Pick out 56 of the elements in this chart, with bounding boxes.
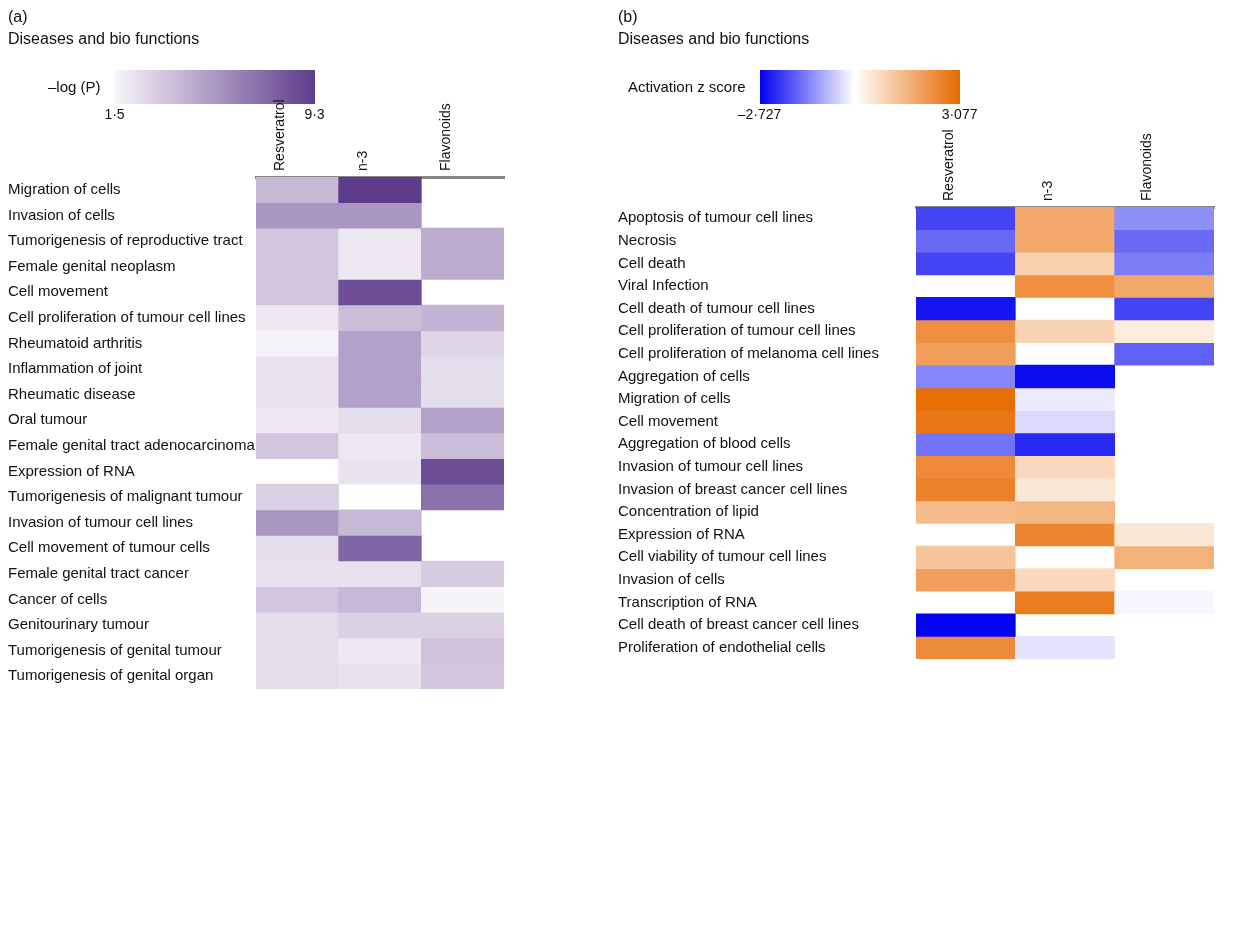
y-tick-label: Migration of cells bbox=[8, 179, 121, 197]
y-tick-label: Tumorigenesis of reproductive tract bbox=[8, 231, 244, 249]
y-tick-label: Migration of cells bbox=[618, 389, 731, 407]
x-tick-label: Flavonoids bbox=[1138, 133, 1155, 201]
x-tick-label: n-3 bbox=[1039, 180, 1056, 201]
text: Diseases and bio functions bbox=[618, 30, 811, 48]
y-tick-label: Necrosis bbox=[618, 231, 677, 249]
color-bar-title: Activation z score bbox=[628, 78, 746, 95]
y-tick-label: Cell death bbox=[618, 253, 686, 271]
x-tick-label: Flavonoids bbox=[436, 103, 453, 171]
y-tick-label: Cell proliferation of tumour cell lines bbox=[618, 321, 856, 339]
y-tick-label: Invasion of tumour cell lines bbox=[618, 457, 804, 475]
y-tick-label: Rheumatoid arthritis bbox=[8, 333, 143, 351]
y-tick-label: Apoptosis of tumour cell lines bbox=[618, 208, 814, 226]
text: Diseases and bio functions bbox=[8, 30, 201, 48]
y-tick-label: Aggregation of blood cells bbox=[618, 434, 791, 452]
y-tick-label: Cell movement of tumour cells bbox=[8, 538, 210, 556]
color-bar-title: –log (P) bbox=[48, 78, 101, 95]
y-tick-label: Female genital neoplasm bbox=[8, 256, 176, 274]
y-tick-label: Expression of RNA bbox=[618, 524, 745, 542]
y-tick-label: Invasion of tumour cell lines bbox=[8, 512, 194, 530]
color-bar-label: –2·727 bbox=[737, 106, 782, 122]
y-tick-label: Tumorigenesis of genital tumour bbox=[8, 640, 222, 658]
y-tick-label: Invasion of cells bbox=[618, 570, 725, 588]
text: (a) bbox=[8, 8, 29, 26]
y-tick-label: Cancer of cells bbox=[8, 589, 108, 607]
y-tick-label: Viral Infection bbox=[618, 276, 709, 294]
y-tick-label: Oral tumour bbox=[8, 410, 88, 428]
y-tick-label: Inflammation of joint bbox=[8, 359, 144, 377]
y-tick-label: Cell movement bbox=[8, 282, 109, 300]
y-tick-label: Cell death of tumour cell lines bbox=[618, 298, 815, 316]
y-tick-label: Cell proliferation of melanoma cell lines bbox=[618, 344, 879, 362]
y-tick-label: Cell viability of tumour cell lines bbox=[618, 547, 827, 565]
y-tick-label: Genitourinary tumour bbox=[8, 615, 149, 633]
x-tick-label: Resveratrol bbox=[939, 129, 956, 201]
y-tick-label: Proliferation of endothelial cells bbox=[618, 637, 826, 655]
y-tick-label: Tumorigenesis of genital organ bbox=[8, 666, 214, 684]
y-tick-label: Cell proliferation of tumour cell lines bbox=[8, 307, 246, 325]
y-tick-label: Invasion of breast cancer cell lines bbox=[618, 479, 848, 497]
x-tick-label: n-3 bbox=[354, 150, 371, 171]
color-bar-label: 3·077 bbox=[941, 106, 978, 122]
y-tick-label: Concentration of lipid bbox=[618, 502, 759, 520]
color-bar-label: 9·3 bbox=[304, 106, 325, 122]
y-tick-label: Expression of RNA bbox=[8, 461, 135, 479]
y-tick-label: Cell movement bbox=[618, 411, 719, 429]
y-tick-label: Tumorigenesis of malignant tumour bbox=[8, 487, 243, 505]
y-tick-label: Invasion of cells bbox=[8, 205, 115, 223]
y-tick-label: Transcription of RNA bbox=[618, 592, 757, 610]
y-tick-label: Female genital tract adenocarcinoma bbox=[8, 435, 256, 453]
y-tick-label: Cell death of breast cancer cell lines bbox=[618, 615, 859, 633]
y-tick-label: Aggregation of cells bbox=[618, 366, 750, 384]
y-tick-label: Rheumatic disease bbox=[8, 384, 136, 402]
text: (b) bbox=[618, 8, 639, 26]
color-bar-label: 1·5 bbox=[104, 106, 125, 122]
x-tick-label: Resveratrol bbox=[271, 99, 288, 171]
y-tick-label: Female genital tract cancer bbox=[8, 563, 189, 581]
